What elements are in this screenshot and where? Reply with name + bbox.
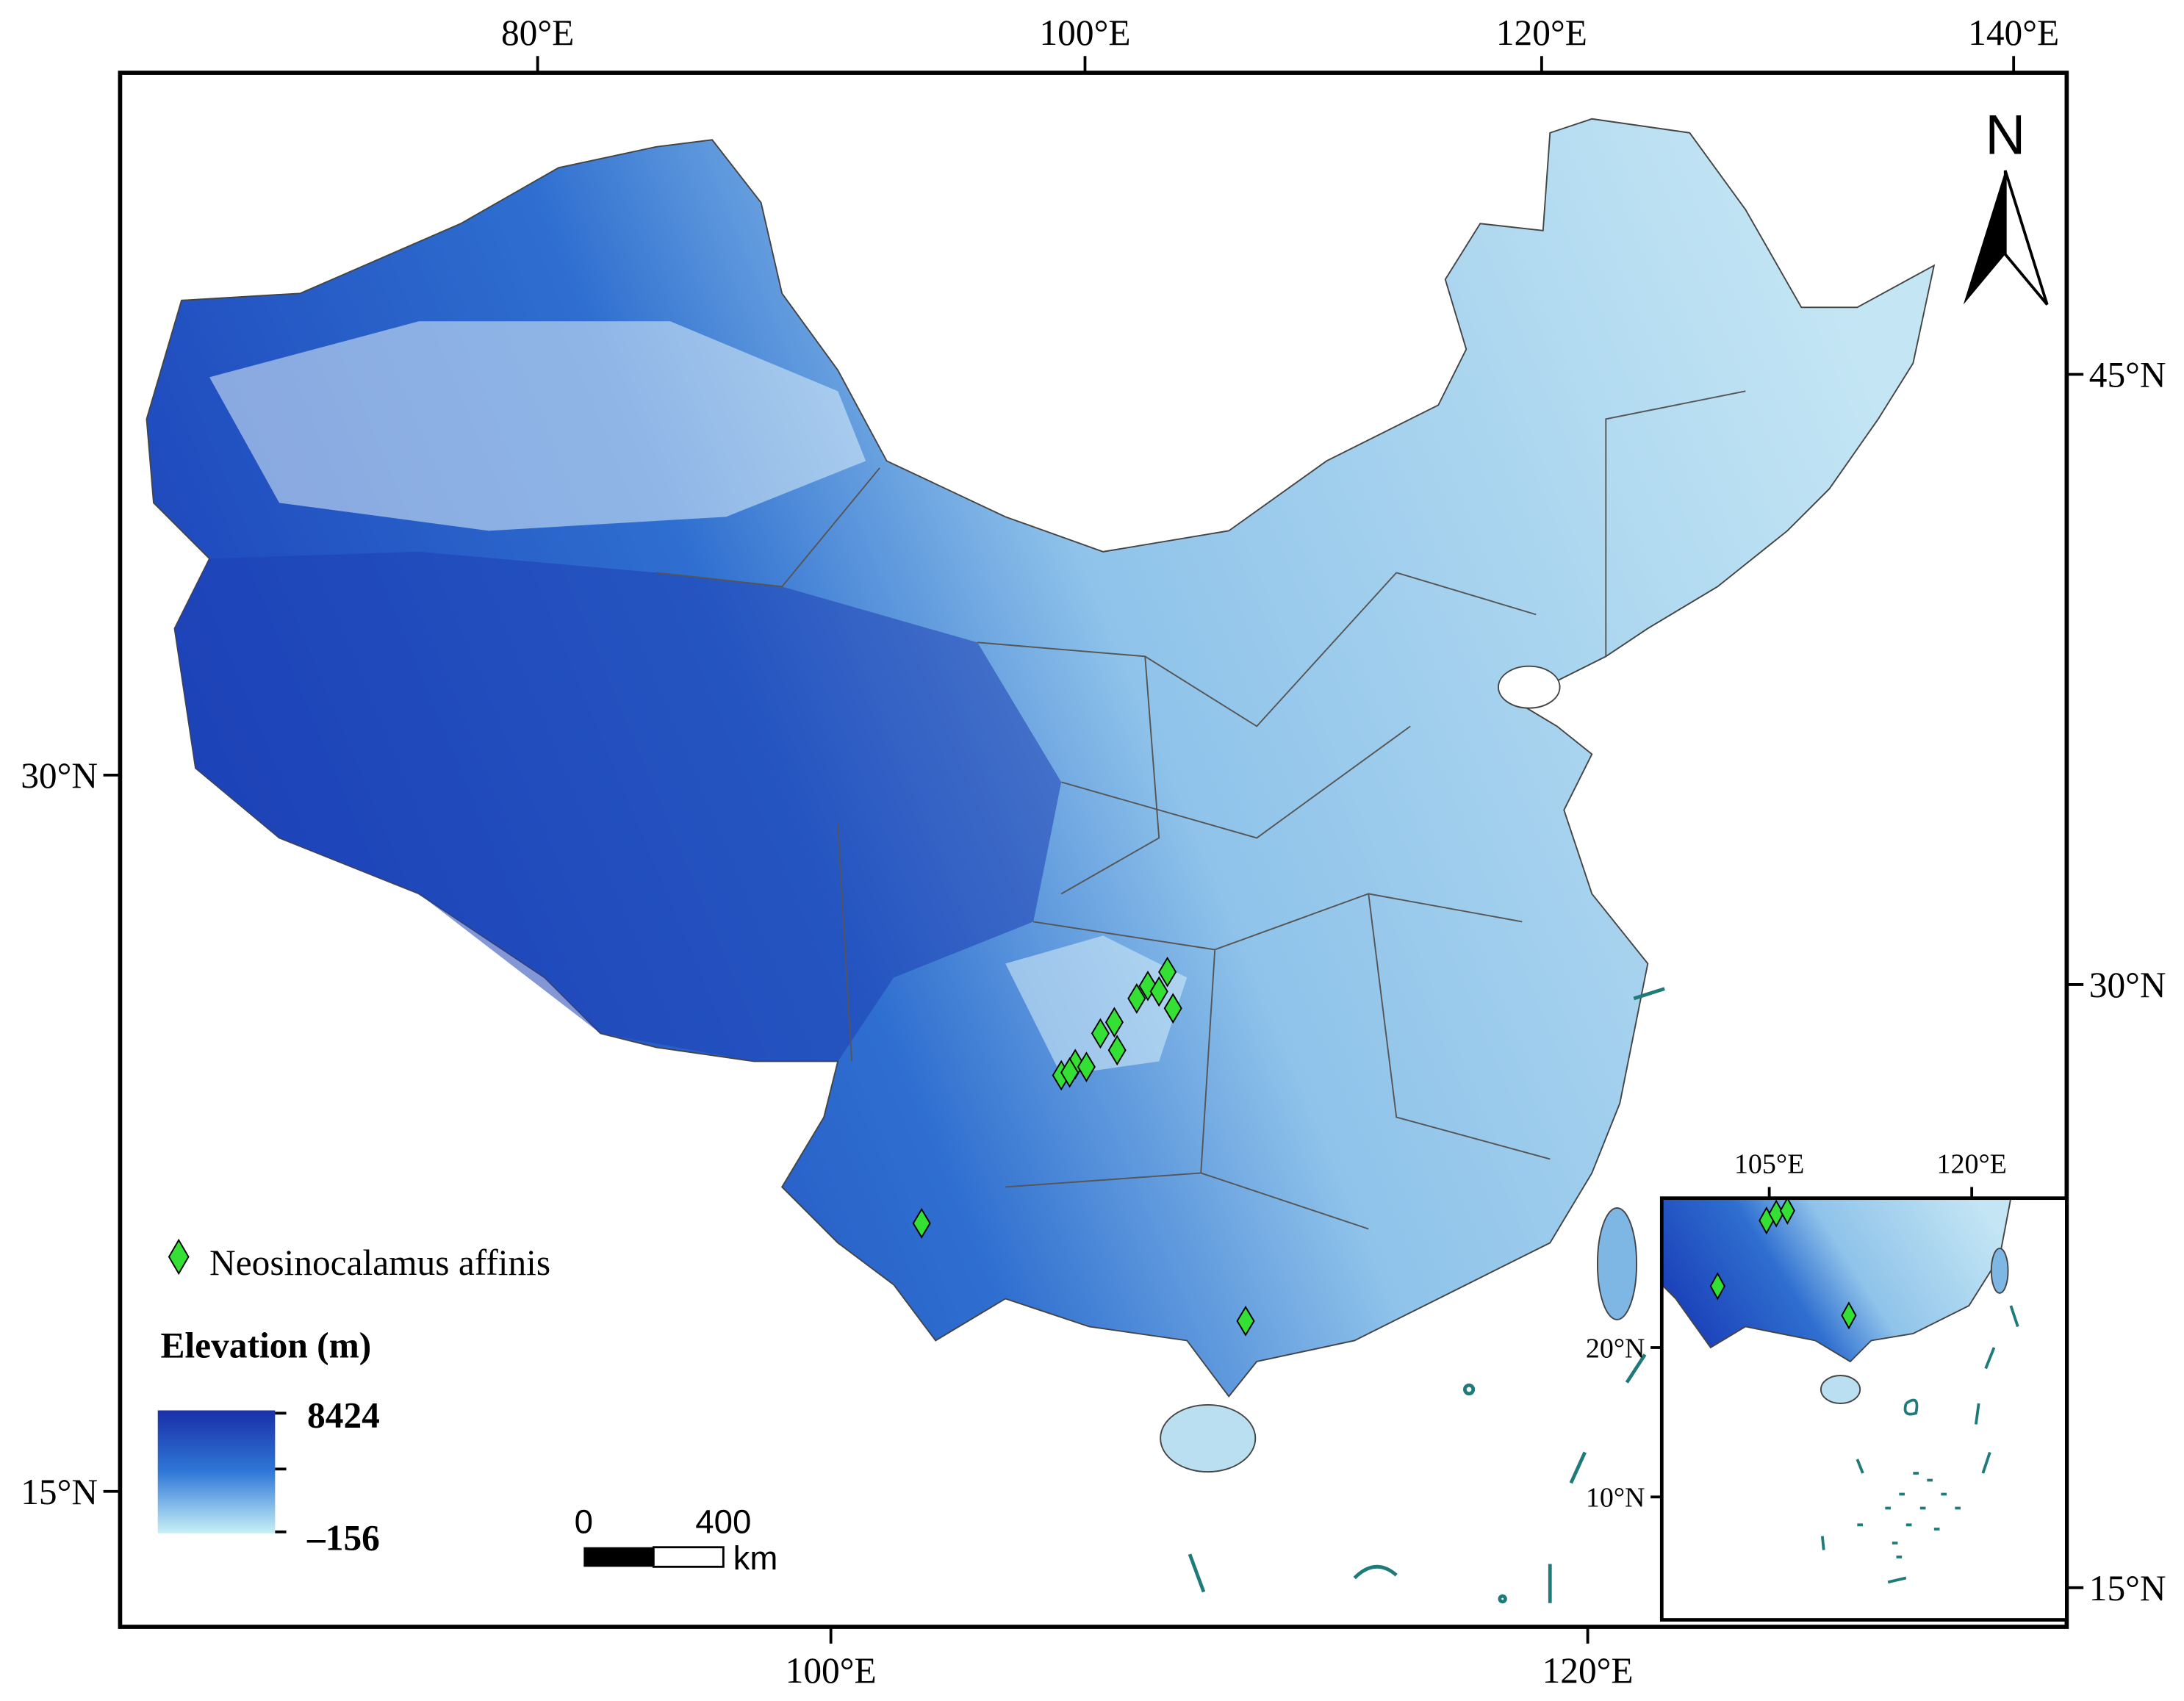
bohai-sea [1498,665,1561,709]
left-axis-label: 15°N [21,1472,98,1512]
top-axis-label: 120°E [1496,12,1587,53]
species-label: Neosinocalamus affinis [209,1243,550,1283]
right-axis-label: 15°N [2089,1568,2166,1608]
elevation-title: Elevation (m) [161,1325,372,1365]
inset-y-label: 20°N [1586,1333,1645,1364]
china-landmass [146,118,1936,1473]
north-arrow: N [1963,104,2049,306]
elevation-max: 8424 [307,1395,380,1435]
inset-y-label: 10°N [1586,1483,1645,1514]
hainan [1160,1403,1257,1473]
right-axis-label: 45°N [2089,355,2166,395]
bottom-axis-label: 120°E [1542,1650,1634,1691]
inset-x-label: 120°E [1936,1148,2006,1179]
top-ticks [103,56,2084,1644]
right-axis-label: 30°N [2089,965,2166,1005]
taiwan [1596,1207,1638,1320]
left-axis-label: 30°N [21,755,98,796]
occurrence-markers [912,956,1255,1337]
inset-x-label: 105°E [1734,1148,1804,1179]
scale-bar: 0 400 km [575,1503,778,1577]
scale-label: 400 [695,1503,751,1541]
top-axis-label: 140°E [1968,12,2059,53]
elevation-min: –156 [306,1518,380,1558]
scale-unit: km [733,1539,778,1577]
top-axis-label: 80°E [501,12,574,53]
bottom-axis-label: 100°E [786,1650,877,1691]
elevation-colorbar [157,1410,276,1533]
top-axis-label: 100°E [1039,12,1130,53]
south-sea-islands [1188,987,1665,1604]
scale-label: 0 [575,1503,593,1541]
inset-map: 105°E 120°E 20°N 10°N [1586,1148,2069,1622]
north-label: N [1985,104,2025,166]
legend: Neosinocalamus affinis Elevation (m) 842… [157,1238,550,1558]
